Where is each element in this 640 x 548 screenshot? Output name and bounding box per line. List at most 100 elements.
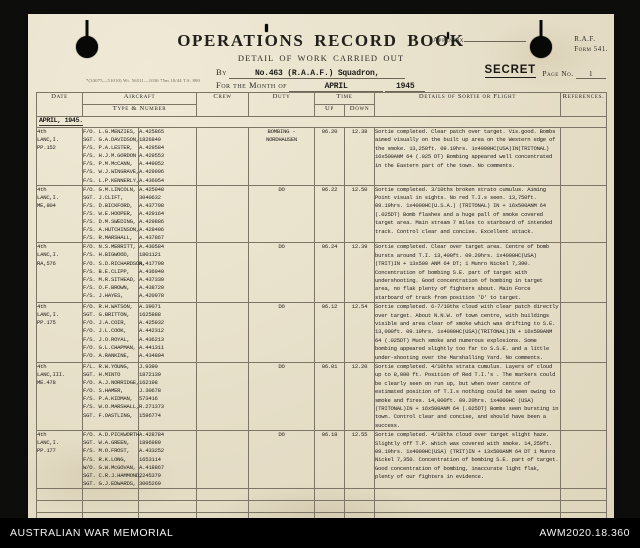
cell-duty: BOMBING - NORDHAUSEN xyxy=(248,127,316,186)
date-line: RA,576 xyxy=(37,259,56,267)
duty-line: BOMBING - xyxy=(267,128,296,135)
cell-duty: DO xyxy=(248,302,316,363)
crew-member: F/S. W.J.WINGRAVE, xyxy=(83,168,139,176)
crew-member: F/S. P.A.LESTER, xyxy=(83,144,133,152)
cell-crew-rank-name: F/L. R.W.YOUNG, SGT. H.MINTO F/O. A.J.NORR… xyxy=(82,361,139,432)
cell-crew-spacer xyxy=(196,361,250,432)
duty-line: DO xyxy=(278,243,285,251)
cell-details: Sortie completed. 4/10ths strata cumulus… xyxy=(374,361,562,432)
crew-member: SGT. G.J.EDWARDS, xyxy=(83,479,136,487)
crew-service-number: A.425865 xyxy=(139,128,164,135)
page-title: OPERATIONS RECORD BOOK xyxy=(177,31,465,50)
date-line: 4th xyxy=(37,363,47,370)
cell-crew-spacer xyxy=(196,184,250,244)
table-row[interactable]: 4th LANC,I. PP.177 F/O. A.D.PICKWORTH SGT. W… xyxy=(36,430,608,489)
cell-details: Sortie completed. Clear patch over targe… xyxy=(374,127,562,186)
cell-blank xyxy=(36,499,83,513)
crew-service-number: 1896989 xyxy=(139,439,161,447)
date-line: ME,804 xyxy=(37,201,56,209)
cell-crew-rank-name: F/O. L.G.MENZIES, SGT. G.A.DAVIDSON, F/S. … xyxy=(82,127,139,186)
date-line: ME.478 xyxy=(37,379,56,387)
cell-crew-rank-name: F/O. A.D.PICKWORTH SGT. W.A.GREEN, F/S. M.… xyxy=(82,430,142,489)
crew-service-number: A.438720 xyxy=(139,283,164,291)
date-line: LANC,I. xyxy=(37,136,59,144)
table-row[interactable]: 4th LANC,I. PP.175 F/O. R.H.WATSON, SGT. G.B… xyxy=(36,302,608,363)
page-subtitle: DETAIL OF WORK CARRIED OUT xyxy=(237,53,405,63)
col-header-up: Up xyxy=(314,104,346,117)
crew-service-number: A.436940 xyxy=(139,267,164,275)
crew-member: F/S. R.K.LONG, xyxy=(83,455,127,463)
table-row[interactable]: 4th LANC,I. ME,804 F/O. G.M.LINCOLN, SGT. J.… xyxy=(36,184,608,244)
crew-member: F/O. G.L.CHAPMAN, xyxy=(83,343,136,351)
crew-service-number: 1801121 xyxy=(139,251,161,259)
crew-service-number: A.428406 xyxy=(139,226,164,234)
cell-blank xyxy=(36,487,83,501)
cell-blank xyxy=(314,499,346,513)
col-header-time: Time xyxy=(314,92,376,105)
cell-time-down: 12.54 xyxy=(344,302,376,363)
crew-member: W/O. G.W.McGOVAN, xyxy=(83,463,136,471)
cell-time-up: 06.12 xyxy=(314,302,346,363)
table-row-blank[interactable] xyxy=(36,499,608,513)
crew-member: F/S. P.M.McCANN, xyxy=(83,160,133,168)
cell-references xyxy=(560,361,608,432)
punch-hole-right xyxy=(530,20,552,58)
crew-member: F/O. A.RANKINE, xyxy=(83,351,130,359)
crew-member: F/O. A.J.NORRIDGE, xyxy=(83,379,139,387)
date-line: 4th xyxy=(37,185,47,193)
cell-references xyxy=(560,302,608,363)
institution-name: AUSTRALIAN WAR MEMORIAL xyxy=(10,527,174,539)
date-line: 4th xyxy=(37,303,47,311)
crew-member: SGT. G.BRITTON, xyxy=(83,311,130,319)
crew-service-number: A.39071 xyxy=(139,303,161,311)
crew-member: F/S. B.E.CLIPP, xyxy=(83,267,130,275)
crew-service-number: 1596774 xyxy=(139,411,161,419)
cell-crew-spacer xyxy=(196,127,250,186)
crew-member: F/S. D.BICKFORD, xyxy=(83,201,133,209)
crew-member: F/O. L.G.MENZIES, xyxy=(83,128,136,135)
table-row[interactable]: 4th LANC,I. RA,576 F/O. N.S.MERRITT, F/S. H.… xyxy=(36,242,608,304)
crew-member: F/S. R.MARSHALL, xyxy=(83,234,133,242)
crew-service-number: R.271373 xyxy=(139,403,164,411)
crew-member: F/S. H.BIGWOOD, xyxy=(83,251,130,259)
crew-service-number: A.437330 xyxy=(139,275,164,283)
cell-time-down: 12.38 xyxy=(344,127,376,186)
table-row[interactable]: 4th LANC,I. PP.152 F/O. L.G.MENZIES, SGT. G.… xyxy=(36,127,608,186)
crew-service-number: 1653114 xyxy=(139,455,161,463)
table-head: Date Aircraft Crew Duty Time Details of … xyxy=(36,92,608,117)
col-header-references: References. xyxy=(560,92,608,117)
cell-blank xyxy=(196,487,250,501)
raf-form-reference: R.A.F. Form 541. xyxy=(574,34,608,54)
month-value: APRIL xyxy=(289,82,384,92)
crew-member: F/O. J.A.COIR, xyxy=(83,319,127,327)
crew-service-number: A.442312 xyxy=(139,327,164,335)
crew-service-number: A.434804 xyxy=(139,351,164,359)
crew-service-number: 3040632 xyxy=(139,193,161,201)
cell-crew-service-number: A.430584 1801121 A.417798 A.436940 A.437330 A… xyxy=(137,242,198,304)
table-row[interactable]: 4th LANC,III. ME.478 F/L. R.W.YOUNG, SGT. H.… xyxy=(36,361,608,432)
month-field: For the Month of APRIL 1945 xyxy=(216,80,426,92)
date-line: 4th xyxy=(37,128,47,135)
col-header-aircraft-line1: Aircraft xyxy=(123,93,156,100)
cell-duty: DO xyxy=(248,361,316,432)
cell-blank xyxy=(248,499,316,513)
cell-date: 4th LANC,I. RA,576 xyxy=(36,242,83,304)
cell-date: 4th LANC,I. PP.175 xyxy=(36,302,83,363)
crew-member: F/S. L.P.KENNERLY, xyxy=(83,176,139,184)
cell-time-up: 06.22 xyxy=(314,184,346,244)
appendix-label: Appendix xyxy=(433,36,464,44)
crew-service-number: A.430584 xyxy=(139,243,164,251)
crew-member: F/S. W.E.HOOPER, xyxy=(83,209,133,217)
duty-line: DO xyxy=(278,185,285,193)
appendix-value xyxy=(464,41,526,42)
crew-member: SGT. F.OASTLING, xyxy=(83,411,133,419)
cell-time-down: 12.50 xyxy=(344,184,376,244)
crew-member: F/S. J.O.ROYAL, xyxy=(83,335,130,343)
crew-member: F/O. S.HAMER, xyxy=(83,387,124,395)
cell-time-down: 12.20 xyxy=(344,361,376,432)
crew-service-number: A.436054 xyxy=(139,176,164,184)
table-row-blank[interactable] xyxy=(36,487,608,501)
crew-service-number: A.425932 xyxy=(139,319,164,327)
cell-crew-spacer xyxy=(196,302,250,363)
crew-service-number: A.429584 xyxy=(139,144,164,152)
